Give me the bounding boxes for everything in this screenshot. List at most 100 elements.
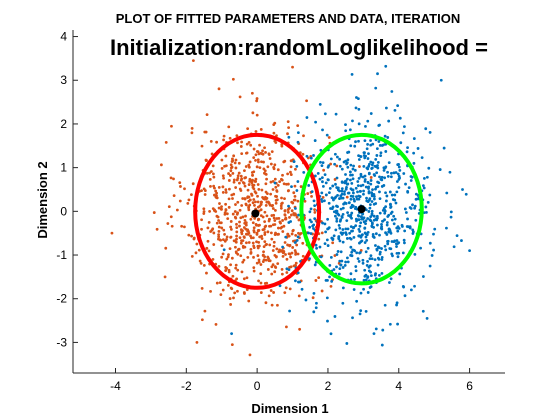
scatter-point <box>340 189 344 193</box>
scatter-point <box>268 157 272 160</box>
scatter-point <box>270 150 274 154</box>
scatter-point <box>340 215 344 218</box>
scatter-point <box>244 176 248 179</box>
scatter-point <box>384 191 387 195</box>
scatter-point <box>350 250 354 254</box>
scatter-point <box>427 166 431 170</box>
scatter-point <box>220 166 224 170</box>
scatter-point <box>273 121 277 125</box>
scatter-point <box>255 165 259 169</box>
scatter-point <box>259 128 263 131</box>
scatter-point <box>291 246 295 249</box>
scatter-point <box>287 268 291 272</box>
scatter-point <box>205 171 209 175</box>
scatter-point <box>334 182 337 186</box>
scatter-point <box>230 287 234 291</box>
scatter-point <box>384 64 388 68</box>
scatter-point <box>244 221 248 224</box>
scatter-point <box>294 252 297 256</box>
scatter-point <box>227 172 230 175</box>
scatter-point <box>374 158 378 161</box>
scatter-point <box>247 299 251 303</box>
scatter-point <box>370 224 374 228</box>
scatter-point <box>293 198 297 202</box>
scatter-point <box>381 328 385 332</box>
scatter-point <box>212 184 216 188</box>
scatter-point <box>190 193 193 197</box>
scatter-point <box>349 245 353 249</box>
scatter-point <box>236 176 240 180</box>
scatter-point <box>264 243 268 247</box>
scatter-point <box>261 253 265 257</box>
scatter-point <box>281 254 285 258</box>
scatter-point <box>345 219 349 223</box>
scatter-point <box>212 175 216 179</box>
scatter-point <box>387 119 391 123</box>
scatter-point <box>211 164 215 168</box>
scatter-point <box>381 209 385 212</box>
scatter-point <box>259 272 263 276</box>
scatter-point <box>354 186 358 190</box>
scatter-point <box>313 263 317 267</box>
scatter-point <box>295 189 299 192</box>
scatter-point <box>190 254 194 258</box>
scatter-point <box>335 204 338 208</box>
scatter-point <box>357 194 361 198</box>
scatter-point <box>274 141 278 144</box>
scatter-point <box>393 217 397 221</box>
scatter-point <box>390 193 394 197</box>
scatter-point <box>339 231 343 235</box>
scatter-point <box>295 243 299 247</box>
scatter-point <box>253 204 256 207</box>
scatter-point <box>335 217 339 221</box>
scatter-point <box>320 176 324 180</box>
scatter-point <box>204 159 208 162</box>
scatter-point <box>333 178 337 181</box>
scatter-point <box>259 291 263 294</box>
scatter-point <box>389 206 392 209</box>
scatter-point <box>205 113 209 117</box>
scatter-point <box>428 193 432 197</box>
scatter-point <box>353 168 357 172</box>
scatter-point <box>320 191 324 195</box>
scatter-point <box>266 268 270 271</box>
scatter-point <box>381 219 384 223</box>
y-tick-label: 2 <box>60 117 67 131</box>
scatter-point <box>252 269 256 273</box>
scatter-point <box>376 72 379 76</box>
scatter-point <box>370 166 374 170</box>
scatter-point <box>387 161 391 165</box>
scatter-point <box>252 187 256 191</box>
scatter-point <box>253 217 257 220</box>
scatter-point <box>297 213 300 217</box>
scatter-point <box>421 309 425 313</box>
scatter-point <box>378 190 381 194</box>
scatter-point <box>326 217 330 221</box>
scatter-point <box>243 169 246 173</box>
scatter-point <box>217 265 221 268</box>
scatter-point <box>398 116 402 120</box>
scatter-point <box>242 277 246 281</box>
scatter-point <box>389 202 392 206</box>
scatter-point <box>366 291 370 294</box>
scatter-point <box>255 240 258 244</box>
scatter-point <box>286 208 290 211</box>
scatter-point <box>406 190 410 194</box>
scatter-point <box>312 223 316 227</box>
scatter-point <box>236 252 240 256</box>
scatter-point <box>265 200 269 204</box>
scatter-point <box>272 291 275 294</box>
scatter-point <box>357 218 361 222</box>
scatter-point <box>169 176 173 180</box>
scatter-point <box>321 180 324 184</box>
scatter-point <box>285 267 289 271</box>
scatter-point <box>351 177 355 181</box>
scatter-point <box>261 149 264 153</box>
scatter-point <box>354 224 358 228</box>
scatter-point <box>187 233 191 237</box>
scatter-point <box>403 229 407 233</box>
scatter-point <box>241 181 245 184</box>
scatter-point <box>403 207 407 211</box>
scatter-point <box>312 310 316 314</box>
scatter-point <box>377 124 381 127</box>
